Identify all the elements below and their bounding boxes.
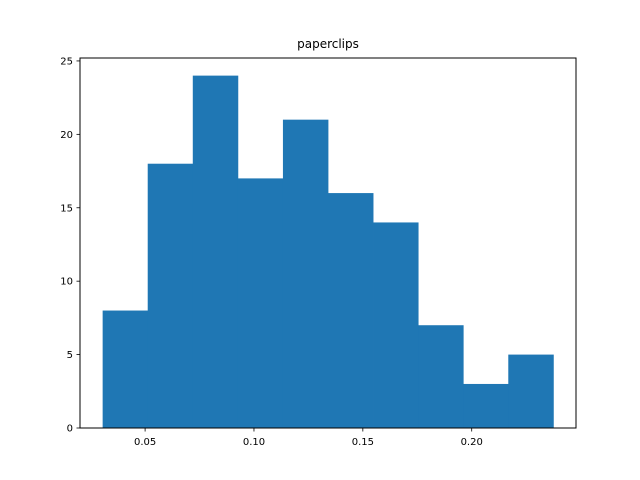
y-tick-label: 20 — [60, 130, 73, 141]
histogram-bar — [373, 222, 419, 428]
histogram-bar — [102, 310, 149, 428]
y-tick-label: 10 — [60, 277, 73, 288]
y-tick-label: 5 — [67, 350, 73, 361]
histogram-bar — [463, 383, 509, 428]
histogram-bar — [282, 119, 329, 429]
x-tick-label: 0.05 — [134, 437, 156, 448]
histogram-bar — [418, 325, 464, 428]
y-tick-label: 0 — [67, 424, 73, 435]
chart-title: paperclips — [297, 37, 359, 51]
histogram-bar — [147, 163, 194, 428]
y-tick-label: 25 — [60, 56, 73, 67]
x-tick-label: 0.10 — [243, 437, 265, 448]
bars-group — [102, 75, 554, 429]
x-axis: 0.05 0.10 0.15 0.20 — [134, 428, 483, 448]
histogram-bar — [192, 75, 239, 428]
plot-frame — [79, 57, 577, 429]
histogram-bar — [508, 354, 554, 428]
histogram-bar — [328, 193, 374, 428]
x-tick-label: 0.15 — [352, 437, 374, 448]
y-tick-label: 15 — [60, 203, 73, 214]
histogram-bar — [237, 178, 284, 428]
x-tick-label: 0.20 — [461, 437, 483, 448]
y-axis: 0 5 10 15 20 25 — [60, 56, 80, 435]
